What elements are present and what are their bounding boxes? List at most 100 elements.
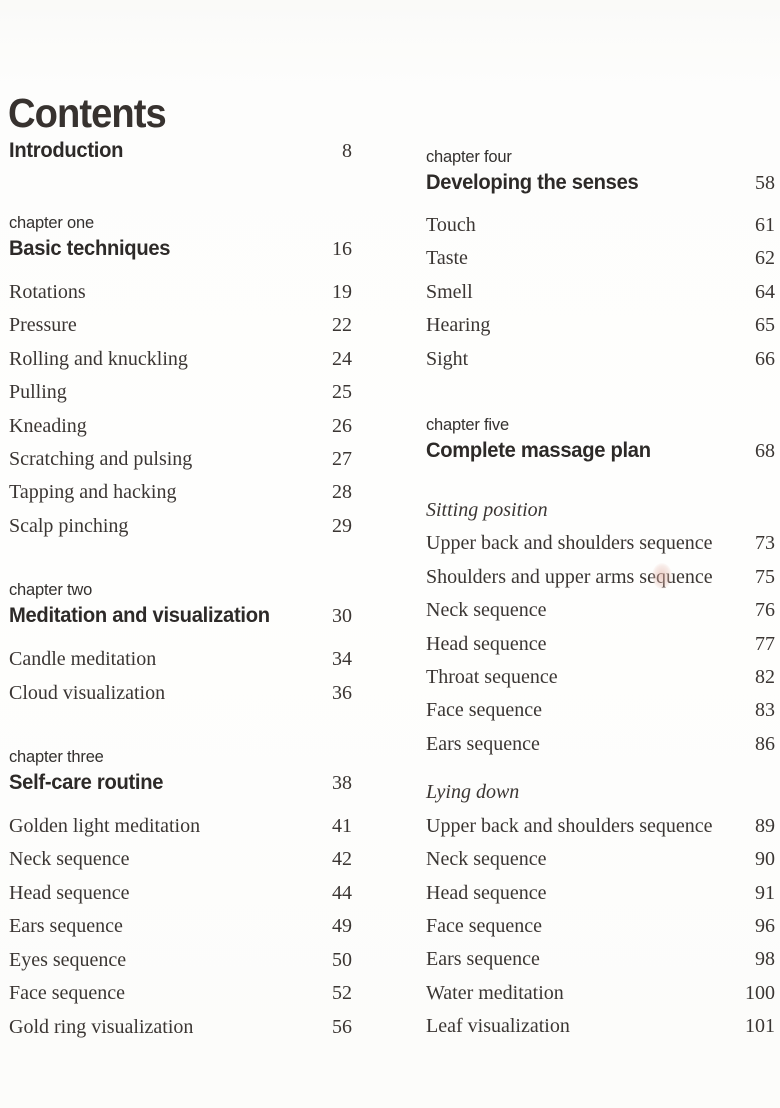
toc-entry-page: 34 — [332, 648, 352, 671]
toc-entry-page: 44 — [332, 881, 352, 904]
toc-entry-label: Kneading — [9, 414, 87, 437]
toc-entry: Taste 62 — [426, 242, 775, 275]
toc-entry-page: 98 — [755, 948, 775, 971]
toc-entry: Upper back and shoulders sequence 73 — [426, 527, 775, 560]
toc-entry-page: 8 — [342, 140, 352, 162]
toc-entry-label: Head sequence — [9, 881, 130, 904]
toc-entry: Head sequence 77 — [426, 628, 775, 661]
toc-entry-label: Ears sequence — [9, 915, 123, 938]
chapter-page: 30 — [332, 605, 352, 628]
toc-entry-page: 28 — [332, 481, 352, 504]
toc-entry: Golden light meditation 41 — [9, 810, 352, 843]
group-items: Upper back and shoulders sequence 73 Sho… — [426, 527, 775, 761]
toc-entry: Ears sequence 98 — [426, 943, 775, 976]
toc-entry: Rotations 19 — [9, 276, 352, 309]
toc-entry-page: 100 — [745, 981, 775, 1004]
toc-entry-label: Pressure — [9, 314, 77, 337]
group-items: Upper back and shoulders sequence 89 Nec… — [426, 810, 775, 1044]
toc-entry-label: Face sequence — [9, 982, 126, 1005]
toc-entry-page: 49 — [332, 915, 352, 938]
toc-entry-page: 64 — [755, 280, 775, 303]
toc-entry-label: Upper back and shoulders sequence — [426, 532, 713, 555]
toc-entry-page: 76 — [755, 599, 775, 622]
group-sitting-position: Sitting position Upper back and shoulder… — [426, 494, 775, 761]
toc-entry: Hearing 65 — [426, 309, 775, 342]
toc-entry-page: 77 — [755, 632, 775, 655]
toc-entry-page: 75 — [755, 565, 775, 588]
group-heading: Sitting position — [426, 499, 548, 522]
toc-entry-page: 22 — [332, 314, 352, 337]
chapter-four-block: chapter four Developing the senses 58 To… — [426, 147, 775, 376]
toc-entry: Water meditation 100 — [426, 977, 775, 1010]
toc-entry: Shoulders and upper arms sequence 75 — [426, 561, 775, 594]
chapter-kicker: chapter three — [9, 747, 104, 767]
contents-column-left: Introduction 8 chapter one Basic techniq… — [9, 0, 352, 1044]
toc-entry-label: Upper back and shoulders sequence — [426, 814, 713, 837]
chapter-two-block: chapter two Meditation and visualization… — [9, 580, 352, 710]
chapter-kicker: chapter one — [9, 213, 94, 232]
toc-entry-page: 24 — [332, 347, 352, 370]
toc-entry: Leaf visualization 101 — [426, 1010, 775, 1043]
toc-entry-page: 73 — [755, 532, 775, 555]
toc-entry-page: 36 — [332, 681, 352, 704]
toc-entry: Head sequence 44 — [9, 877, 352, 910]
toc-entry-label: Candle meditation — [9, 648, 157, 671]
chapter-five-block: chapter five Complete massage plan 68 Si… — [426, 415, 775, 1044]
toc-entry: Face sequence 96 — [426, 910, 775, 943]
toc-entry-page: 50 — [332, 948, 352, 971]
toc-entry: Neck sequence 42 — [9, 843, 352, 876]
toc-entry: Touch 61 — [426, 209, 775, 242]
toc-entry-label: Rotations — [9, 281, 86, 303]
page-title: Contents — [8, 90, 167, 137]
toc-entry: Face sequence 52 — [9, 977, 352, 1010]
chapter-title: Complete massage plan — [426, 439, 651, 463]
toc-entry-label: Cloud visualization — [9, 681, 166, 704]
toc-entry-page: 26 — [332, 414, 352, 437]
toc-entry-label: Rolling and knuckling — [9, 347, 188, 370]
toc-entry: Ears sequence 86 — [426, 728, 775, 761]
chapter-title-row: Basic techniques 16 — [9, 235, 352, 263]
toc-entry-label: Water meditation — [426, 981, 564, 1004]
toc-entry: Throat sequence 82 — [426, 661, 775, 694]
toc-entry: Sight 66 — [426, 343, 775, 376]
toc-entry-introduction: Introduction 8 — [9, 137, 352, 165]
contents-column-right: chapter four Developing the senses 58 To… — [426, 0, 775, 1044]
chapter-kicker: chapter four — [426, 147, 512, 166]
toc-entry-label: Neck sequence — [426, 599, 547, 622]
toc-entry: Upper back and shoulders sequence 89 — [426, 810, 775, 843]
toc-entry-label: Ears sequence — [426, 732, 540, 755]
toc-entry: Eyes sequence 50 — [9, 944, 352, 977]
toc-entry-label: Face sequence — [426, 699, 543, 722]
toc-entry-page: 91 — [755, 881, 775, 904]
toc-entry-page: 101 — [745, 1015, 775, 1038]
toc-entry: Head sequence 91 — [426, 877, 775, 910]
toc-entry-label: Scalp pinching — [9, 514, 129, 537]
toc-entry-label: Ears sequence — [426, 948, 540, 971]
toc-entry-page: 83 — [755, 699, 775, 722]
group-lying-down: Lying down Upper back and shoulders sequ… — [426, 776, 775, 1043]
toc-entry-label: Gold ring visualization — [9, 1015, 194, 1038]
group-heading-row: Sitting position — [426, 494, 775, 527]
chapter-title: Basic techniques — [9, 237, 171, 260]
toc-entry-page: 29 — [332, 514, 352, 537]
toc-entry-page: 90 — [755, 848, 775, 871]
toc-entry: Candle meditation 34 — [9, 643, 352, 676]
toc-entry-page: 27 — [332, 448, 352, 471]
chapter-page: 16 — [332, 238, 352, 260]
chapter-title-row: Meditation and visualization 30 — [9, 602, 352, 630]
toc-entry: Face sequence 83 — [426, 694, 775, 727]
chapter-title: Self-care routine — [9, 771, 164, 795]
toc-entry-label: Leaf visualization — [426, 1015, 570, 1038]
chapter-title-row: Complete massage plan 68 — [426, 437, 775, 465]
toc-entry-page: 56 — [332, 1015, 352, 1038]
toc-entry-label: Face sequence — [426, 914, 543, 937]
chapter-kicker: chapter five — [426, 415, 509, 435]
toc-entry: Pulling 25 — [9, 376, 352, 409]
toc-entry-label: Throat sequence — [426, 666, 558, 689]
chapter-three-block: chapter three Self-care routine 38 Golde… — [9, 747, 352, 1044]
toc-entry: Pressure 22 — [9, 309, 352, 342]
toc-entry-label: Eyes sequence — [9, 948, 127, 971]
toc-entry-page: 61 — [755, 214, 775, 236]
toc-entry-page: 42 — [332, 848, 352, 871]
